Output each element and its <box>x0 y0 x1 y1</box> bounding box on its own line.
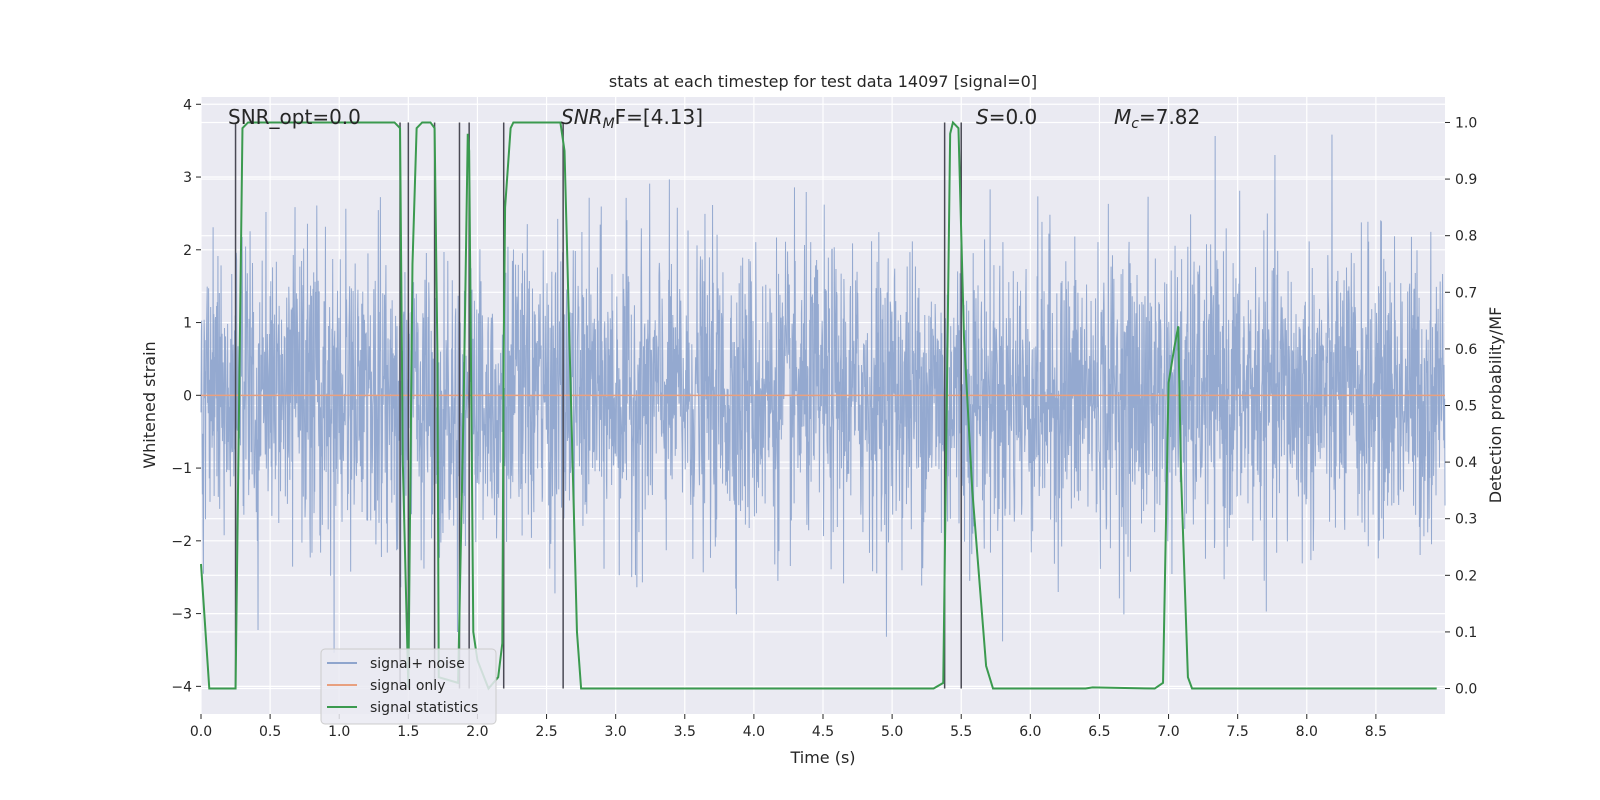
annotation-snr-mf-sub: M <box>603 116 615 132</box>
y2-axis-label: Detection probability/MF <box>1486 307 1505 504</box>
chart-title: stats at each timestep for test data 140… <box>609 72 1037 91</box>
x-tick-label-9: 4.5 <box>812 724 834 740</box>
x-tick-label-6: 3.0 <box>605 724 627 740</box>
annotation-snr-mf-label: SNR <box>561 105 603 129</box>
y2-tick-label-4: 0.4 <box>1455 455 1477 471</box>
x-tick-label-4: 2.0 <box>466 724 488 740</box>
y-tick-label-5: 1 <box>183 316 192 332</box>
x-tick-label-16: 8.0 <box>1296 724 1318 740</box>
y2-tick-label-9: 0.9 <box>1455 172 1477 188</box>
y-tick-label-6: 2 <box>183 243 192 259</box>
x-tick-label-0: 0.0 <box>190 724 212 740</box>
y2-tick-label-5: 0.5 <box>1455 399 1477 415</box>
y2-tick-label-7: 0.7 <box>1455 285 1477 301</box>
y-tick-label-1: −3 <box>171 607 192 623</box>
y2-tick-label-10: 1.0 <box>1455 115 1477 131</box>
x-tick-label-1: 0.5 <box>259 724 281 740</box>
annotation-snr-mf-suffix: F=[4.13] <box>615 105 703 129</box>
x-tick-label-7: 3.5 <box>674 724 696 740</box>
y2-tick-label-8: 0.8 <box>1455 229 1477 245</box>
x-tick-label-10: 5.0 <box>881 724 903 740</box>
annotation-s-suffix: =0.0 <box>989 105 1038 129</box>
annotation-snr-mf: SNRMF=[4.13] <box>561 105 703 132</box>
x-tick-label-2: 1.0 <box>328 724 350 740</box>
x-tick-label-8: 4.0 <box>743 724 765 740</box>
legend-label-statistics: signal statistics <box>370 700 478 716</box>
y2-tick-label-6: 0.6 <box>1455 342 1477 358</box>
annotation-mc-suffix: =7.82 <box>1139 105 1200 129</box>
annotation-mc: Mc=7.82 <box>1114 105 1200 132</box>
annotation-s-label: S <box>976 105 989 129</box>
y-tick-label-0: −4 <box>171 679 192 695</box>
y-tick-label-4: 0 <box>183 388 192 404</box>
y2-tick-label-0: 0.0 <box>1455 682 1477 698</box>
legend-box <box>320 648 497 725</box>
axes: 0.0 0.5 1.0 1.5 2.0 2.5 3.0 3.5 4.0 4.5 5.0 5.5 6.0 6… <box>171 97 1477 740</box>
legend: signal+ noise signal only signal statist… <box>320 648 497 725</box>
legend-label-noise: signal+ noise <box>370 656 465 672</box>
annotation-mc-sub: c <box>1131 116 1139 132</box>
legend-label-signal-only: signal only <box>370 678 445 694</box>
x-tick-label-17: 8.5 <box>1365 724 1387 740</box>
x-tick-label-3: 1.5 <box>397 724 419 740</box>
y2-tick-label-3: 0.3 <box>1455 512 1477 528</box>
y-axis-label: Whitened strain <box>140 341 159 468</box>
y2-tick-label-2: 0.2 <box>1455 568 1477 584</box>
annotation-s: S=0.0 <box>976 105 1037 129</box>
annotation-snr-opt: SNR_opt=0.0 <box>228 105 361 129</box>
y-tick-label-7: 3 <box>183 170 192 186</box>
y-tick-label-8: 4 <box>183 97 192 113</box>
x-tick-label-12: 6.0 <box>1019 724 1041 740</box>
x-tick-label-15: 7.5 <box>1227 724 1249 740</box>
annotation-mc-label: M <box>1114 105 1131 129</box>
y2-tick-label-1: 0.1 <box>1455 625 1477 641</box>
x-tick-label-14: 7.0 <box>1157 724 1179 740</box>
y-tick-label-2: −2 <box>171 534 192 550</box>
x-tick-label-5: 2.5 <box>535 724 557 740</box>
x-tick-label-11: 5.5 <box>950 724 972 740</box>
y-tick-label-3: −1 <box>171 461 192 477</box>
x-axis-label: Time (s) <box>789 748 855 767</box>
x-tick-label-13: 6.5 <box>1088 724 1110 740</box>
